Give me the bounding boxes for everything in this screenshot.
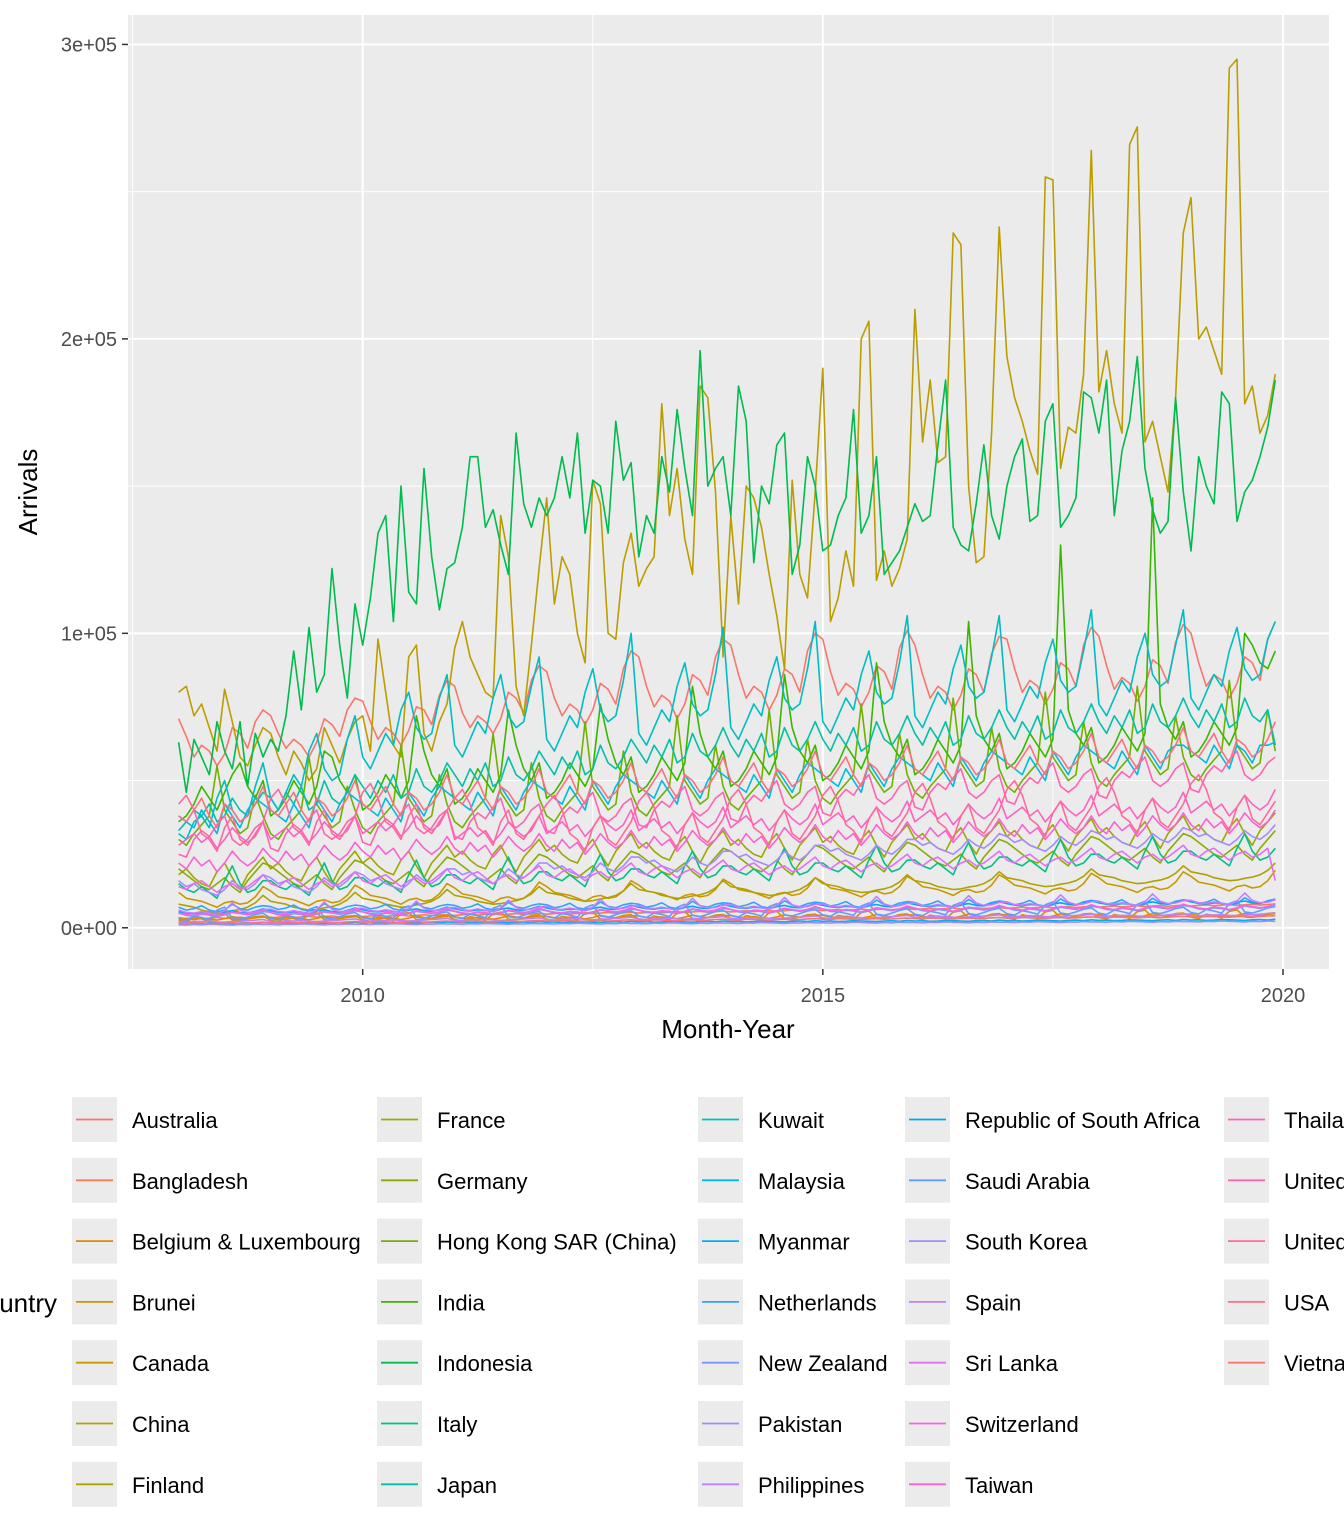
legend-label-australia: Australia [132, 1108, 218, 1133]
legend-label-bangladesh: Bangladesh [132, 1169, 248, 1194]
series-line-south-korea [178, 824, 1276, 897]
series-line-switzerland [178, 902, 1276, 917]
legend-label-usa: USA [1284, 1290, 1330, 1315]
legend-label-netherlands: Netherlands [758, 1290, 877, 1315]
legend-label-indonesia: Indonesia [437, 1351, 533, 1376]
axis-layer: 2010 2015 2020 0e+00 1e+05 2e+05 3e+05 [61, 34, 1305, 1007]
legend-label-germany: Germany [437, 1169, 527, 1194]
legend-label-france: France [437, 1108, 505, 1133]
series-line-united-kingdom [177, 773, 1276, 852]
series-layer [177, 58, 1277, 926]
series-line-united-arab-emirates [178, 750, 1276, 858]
legend-label-pakistan: Pakistan [758, 1412, 842, 1437]
legend-label-vietnam: Vietnam [1284, 1351, 1344, 1376]
legend-label-taiwan: Taiwan [965, 1473, 1033, 1498]
legend-label-thailand: Thailand [1284, 1108, 1344, 1133]
legend-label-canada: Canada [132, 1351, 210, 1376]
legend-label-united-kingdom: United Kingdom [1284, 1230, 1344, 1255]
y-axis-title: Arrivals [13, 449, 43, 536]
x-tick-label: 2015 [801, 985, 846, 1007]
series-line-italy [178, 832, 1276, 900]
series-line-kuwait [178, 609, 1277, 841]
legend-label-kuwait: Kuwait [758, 1108, 824, 1133]
series-line-sri-lanka [178, 844, 1277, 894]
series-line-spain [178, 892, 1276, 916]
legend-label-philippines: Philippines [758, 1473, 864, 1498]
legend-label-china: China [132, 1412, 190, 1437]
legend-label-south-korea: South Korea [965, 1230, 1088, 1255]
series-line-germany [178, 830, 1276, 894]
legend-label-spain: Spain [965, 1290, 1021, 1315]
series-line-malaysia [178, 741, 1276, 835]
series-line-france [178, 812, 1276, 891]
legend: Australia Bangladesh Belgium & Luxembourg B… [72, 1097, 1344, 1507]
legend-label-belgium-luxembourg: Belgium & Luxembourg [132, 1230, 361, 1255]
series-line-usa [178, 721, 1277, 829]
legend-label-brunei: Brunei [132, 1290, 196, 1315]
x-tick-label: 2020 [1261, 985, 1306, 1007]
legend-label-sri-lanka: Sri Lanka [965, 1351, 1059, 1376]
legend-title: Country [0, 1288, 57, 1318]
y-tick-label: 3e+05 [61, 34, 117, 56]
y-tick-label: 0e+00 [61, 918, 117, 940]
series-line-taiwan [178, 809, 1276, 873]
legend-label-hong-kong-sar-china-: Hong Kong SAR (China) [437, 1230, 677, 1255]
series-line-thailand [178, 789, 1277, 850]
legend-label-switzerland: Switzerland [965, 1412, 1079, 1437]
legend-label-myanmar: Myanmar [758, 1230, 850, 1255]
series-line-finland [178, 862, 1276, 914]
x-axis-title: Month-Year [661, 1014, 795, 1044]
series-line-pakistan [178, 920, 1276, 926]
y-tick-label: 2e+05 [61, 329, 117, 351]
legend-label-malaysia: Malaysia [758, 1169, 846, 1194]
series-line-china [178, 58, 1277, 782]
series-line-hong-kong-sar-china- [178, 679, 1277, 847]
series-line-japan [177, 697, 1277, 832]
legend-label-italy: Italy [437, 1412, 477, 1437]
legend-label-finland: Finland [132, 1473, 204, 1498]
legend-label-new-zealand: New Zealand [758, 1351, 888, 1376]
legend-label-india: India [437, 1290, 485, 1315]
legend-label-japan: Japan [437, 1473, 497, 1498]
legend-label-saudi-arabia: Saudi Arabia [965, 1169, 1091, 1194]
series-line-philippines [178, 912, 1276, 924]
series-line-canada [178, 869, 1276, 908]
legend-label-republic-of-south-africa: Republic of South Africa [965, 1108, 1201, 1133]
legend-label-united-arab-emirates: United Arab Emirates [1284, 1169, 1344, 1194]
y-tick-label: 1e+05 [61, 623, 117, 645]
series-line-saudi-arabia [178, 899, 1276, 922]
x-tick-label: 2010 [340, 985, 385, 1007]
series-line-indonesia [177, 349, 1277, 794]
series-line-vietnam [178, 914, 1276, 925]
